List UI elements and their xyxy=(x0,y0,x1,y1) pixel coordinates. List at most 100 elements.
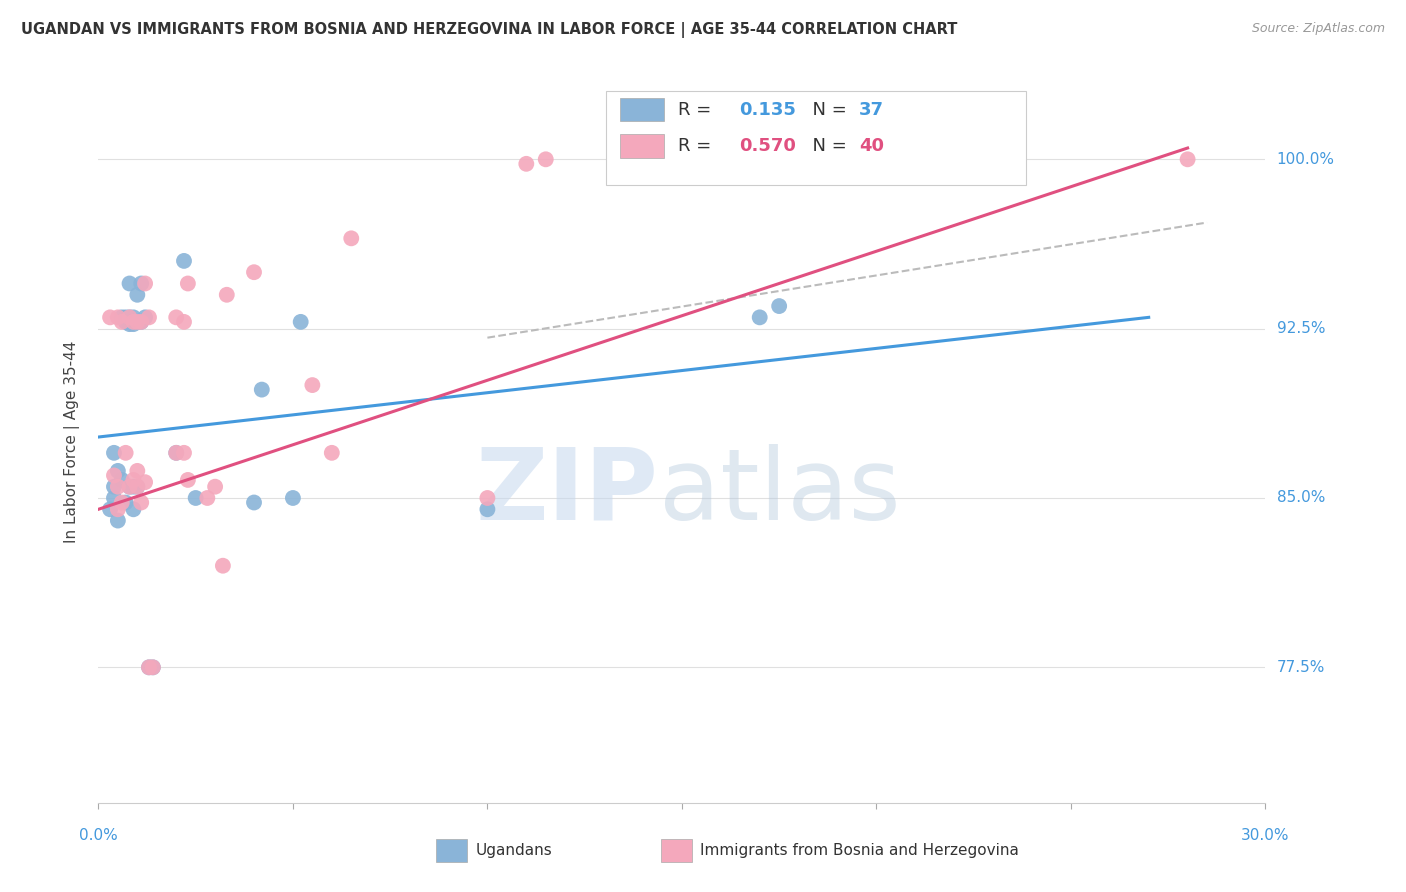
Point xyxy=(111,310,134,325)
Point xyxy=(748,310,770,325)
Point xyxy=(534,153,557,167)
Point xyxy=(127,315,149,329)
Point xyxy=(290,315,312,329)
Text: 40: 40 xyxy=(859,137,884,155)
Point xyxy=(195,491,218,505)
Point xyxy=(138,660,160,674)
Point xyxy=(134,310,156,325)
Point xyxy=(165,310,187,325)
Point xyxy=(114,310,136,325)
Point xyxy=(250,383,273,397)
Text: R =: R = xyxy=(679,101,717,119)
Point xyxy=(340,231,363,245)
Point xyxy=(301,378,323,392)
Point xyxy=(118,480,141,494)
Point xyxy=(118,277,141,291)
Point xyxy=(103,468,125,483)
Point xyxy=(212,558,235,573)
FancyBboxPatch shape xyxy=(606,91,1026,185)
Point xyxy=(127,315,149,329)
Point xyxy=(118,317,141,331)
Point xyxy=(243,265,266,279)
Point xyxy=(118,310,141,325)
Text: Immigrants from Bosnia and Herzegovina: Immigrants from Bosnia and Herzegovina xyxy=(700,843,1019,857)
Text: UGANDAN VS IMMIGRANTS FROM BOSNIA AND HERZEGOVINA IN LABOR FORCE | AGE 35-44 COR: UGANDAN VS IMMIGRANTS FROM BOSNIA AND HE… xyxy=(21,22,957,38)
Point xyxy=(98,310,121,325)
Point xyxy=(173,253,195,268)
Point xyxy=(111,315,134,329)
Text: 0.135: 0.135 xyxy=(740,101,796,119)
Point xyxy=(118,310,141,325)
Point xyxy=(107,310,129,325)
Point xyxy=(165,446,187,460)
Point xyxy=(177,473,200,487)
Point xyxy=(107,464,129,478)
Point xyxy=(107,480,129,494)
Point xyxy=(173,315,195,329)
Text: 100.0%: 100.0% xyxy=(1277,152,1334,167)
Point xyxy=(243,495,266,509)
Point xyxy=(204,480,226,494)
Y-axis label: In Labor Force | Age 35-44: In Labor Force | Age 35-44 xyxy=(65,341,80,542)
Point xyxy=(107,502,129,516)
Point xyxy=(122,315,145,329)
Point xyxy=(103,446,125,460)
Point xyxy=(129,277,152,291)
Point xyxy=(114,315,136,329)
Text: ZIP: ZIP xyxy=(475,443,658,541)
Point xyxy=(177,277,200,291)
Point xyxy=(107,514,129,528)
Point xyxy=(184,491,207,505)
Text: 30.0%: 30.0% xyxy=(1241,828,1289,843)
Point xyxy=(127,480,149,494)
Point xyxy=(103,491,125,505)
Point xyxy=(98,502,121,516)
Point xyxy=(138,660,160,674)
Point xyxy=(138,310,160,325)
Point xyxy=(114,495,136,509)
Point xyxy=(134,277,156,291)
Point xyxy=(129,315,152,329)
Text: 0.0%: 0.0% xyxy=(79,828,118,843)
Text: 0.570: 0.570 xyxy=(740,137,796,155)
Point xyxy=(1177,153,1199,167)
Point xyxy=(134,475,156,490)
Point xyxy=(129,315,152,329)
FancyBboxPatch shape xyxy=(620,135,665,158)
Text: N =: N = xyxy=(801,101,852,119)
Point xyxy=(142,660,165,674)
Point xyxy=(103,480,125,494)
Point xyxy=(127,287,149,301)
Text: N =: N = xyxy=(801,137,852,155)
Point xyxy=(114,446,136,460)
Point xyxy=(111,495,134,509)
FancyBboxPatch shape xyxy=(620,98,665,121)
Point xyxy=(173,446,195,460)
Point xyxy=(122,502,145,516)
Text: atlas: atlas xyxy=(658,443,900,541)
Point xyxy=(165,446,187,460)
Point xyxy=(122,480,145,494)
Text: 77.5%: 77.5% xyxy=(1277,660,1324,675)
Text: 92.5%: 92.5% xyxy=(1277,321,1324,336)
Point xyxy=(321,446,343,460)
Point xyxy=(142,660,165,674)
Point xyxy=(281,491,304,505)
Point xyxy=(515,157,537,171)
Point xyxy=(477,491,499,505)
Point xyxy=(477,502,499,516)
Text: Ugandans: Ugandans xyxy=(475,843,553,857)
Point xyxy=(122,473,145,487)
Text: 85.0%: 85.0% xyxy=(1277,491,1324,506)
Text: Source: ZipAtlas.com: Source: ZipAtlas.com xyxy=(1251,22,1385,36)
Point xyxy=(215,287,238,301)
Point xyxy=(118,480,141,494)
Point xyxy=(122,317,145,331)
Point xyxy=(768,299,790,313)
Point xyxy=(127,464,149,478)
Point xyxy=(122,310,145,325)
Point xyxy=(127,480,149,494)
Text: R =: R = xyxy=(679,137,717,155)
Text: 37: 37 xyxy=(859,101,884,119)
Point xyxy=(111,473,134,487)
